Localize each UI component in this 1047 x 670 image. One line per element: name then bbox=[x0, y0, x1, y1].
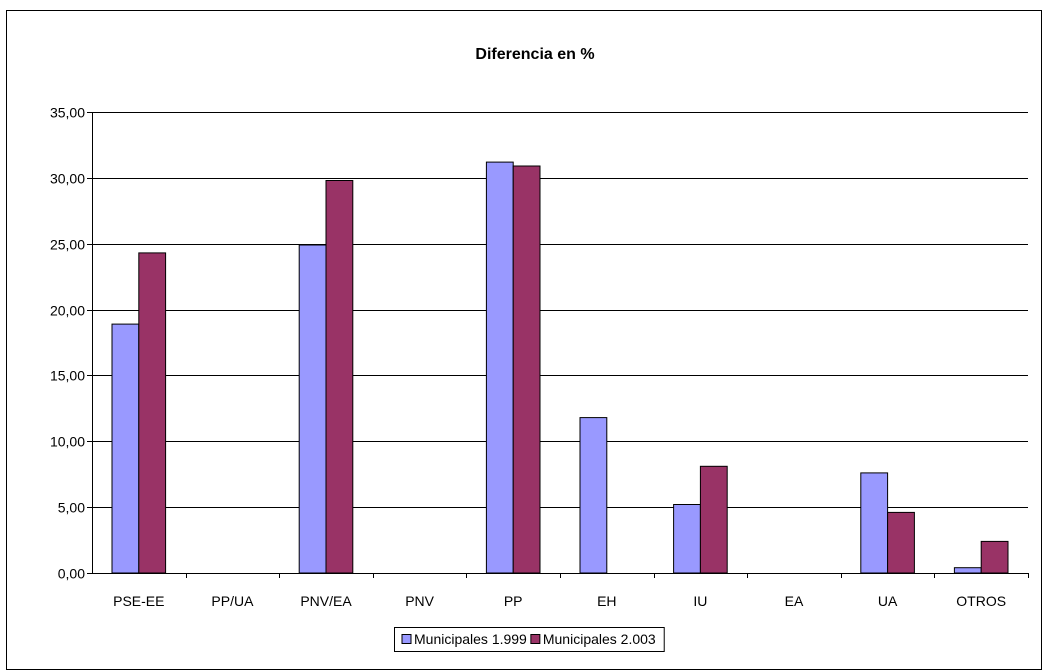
bar bbox=[699, 465, 728, 574]
y-tick-label: 35,00 bbox=[50, 105, 85, 121]
y-tick-label: 0,00 bbox=[58, 566, 85, 582]
legend-swatch bbox=[530, 634, 541, 644]
x-tick-label: IU bbox=[693, 593, 707, 609]
y-tick-label: 5,00 bbox=[58, 500, 85, 516]
y-tick-labels: 0,00 5,00 10,00 15,00 20,00 25,00 30,00 35,00 bbox=[50, 105, 85, 582]
legend-label: Municipales 1.999 bbox=[414, 631, 527, 647]
x-tick-label: OTROS bbox=[956, 593, 1006, 609]
bar bbox=[953, 567, 982, 574]
bar bbox=[325, 180, 354, 574]
x-tick-label: PNV bbox=[405, 593, 434, 609]
bar bbox=[673, 504, 701, 574]
bar bbox=[887, 511, 915, 574]
legend-swatch bbox=[401, 634, 412, 644]
gridlines bbox=[92, 112, 1028, 508]
bar bbox=[111, 323, 140, 574]
x-tick-label: EH bbox=[597, 593, 616, 609]
legend: Municipales 1.999 Municipales 2.003 bbox=[394, 627, 665, 652]
bar bbox=[579, 417, 608, 574]
x-tick-label: PNV/EA bbox=[300, 593, 352, 609]
chart-title: Diferencia en % bbox=[475, 46, 594, 63]
y-tick-label: 30,00 bbox=[50, 171, 85, 187]
x-tick-label: EA bbox=[785, 593, 804, 609]
x-tick-label: PP/UA bbox=[211, 593, 254, 609]
y-tick-label: 20,00 bbox=[50, 303, 85, 319]
x-tick-label: UA bbox=[878, 593, 898, 609]
y-tick-label: 10,00 bbox=[50, 434, 85, 450]
bar bbox=[485, 161, 514, 574]
x-tick-labels: PSE-EE PP/UA PNV/EA PNV PP EH IU EA UA OTROS bbox=[113, 593, 1006, 609]
x-tick-label: PSE-EE bbox=[113, 593, 164, 609]
legend-box bbox=[394, 627, 665, 652]
x-tick-label: PP bbox=[504, 593, 523, 609]
y-tick-label: 15,00 bbox=[50, 368, 85, 384]
bars bbox=[111, 161, 1009, 574]
legend-label: Municipales 2.003 bbox=[543, 631, 656, 647]
bar bbox=[138, 252, 167, 574]
bar bbox=[298, 244, 327, 574]
bar bbox=[980, 540, 1009, 574]
bar bbox=[512, 165, 541, 574]
y-tick-label: 25,00 bbox=[50, 237, 85, 253]
bar bbox=[860, 472, 889, 574]
